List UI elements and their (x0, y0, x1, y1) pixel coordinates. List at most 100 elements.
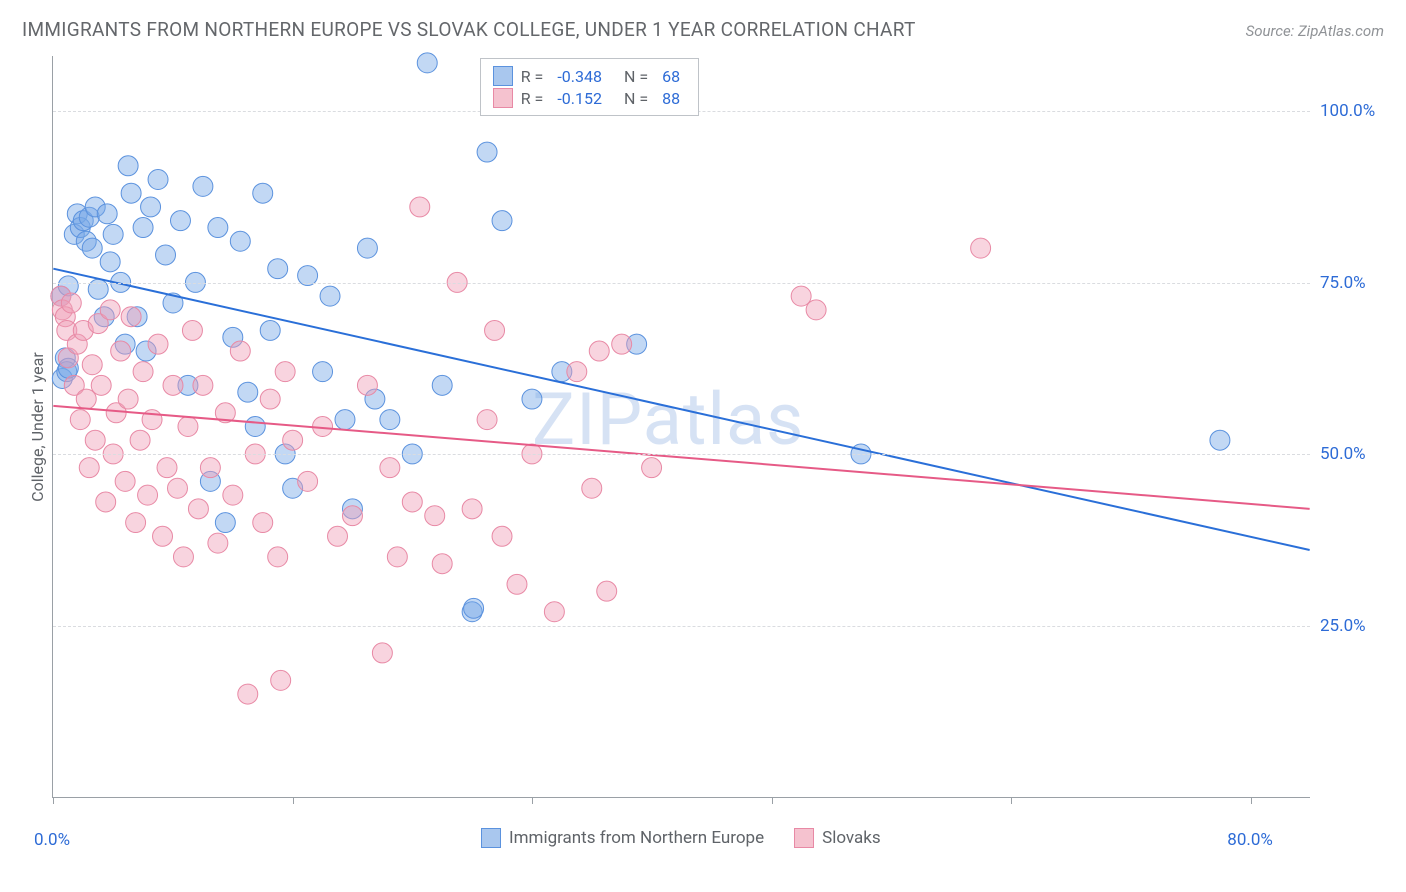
data-point (313, 362, 333, 382)
data-point (477, 142, 497, 162)
legend-label: Slovaks (822, 828, 881, 848)
x-tick-label: 0.0% (34, 830, 70, 850)
data-point (91, 375, 111, 395)
data-point (275, 362, 295, 382)
data-point (522, 389, 542, 409)
data-point (1210, 430, 1230, 450)
data-point (582, 478, 602, 498)
data-point (148, 170, 168, 190)
legend-swatch (493, 88, 513, 108)
data-point (589, 341, 609, 361)
y-tick-label: 50.0% (1320, 444, 1390, 464)
legend-swatch (794, 828, 814, 848)
data-point (153, 526, 173, 546)
data-point (138, 485, 158, 505)
data-point (126, 513, 146, 533)
data-point (417, 53, 437, 73)
data-point (118, 389, 138, 409)
data-point (167, 478, 187, 498)
x-tick (1011, 797, 1012, 804)
x-tick-label: 80.0% (1227, 830, 1273, 850)
chart-title: IMMIGRANTS FROM NORTHERN EUROPE VS SLOVA… (22, 18, 916, 41)
grid-line (53, 626, 1310, 627)
data-point (163, 375, 183, 395)
data-point (170, 211, 190, 231)
legend-label: Immigrants from Northern Europe (509, 828, 764, 848)
data-point (432, 554, 452, 574)
trend-line (53, 269, 1309, 550)
data-point (82, 355, 102, 375)
data-point (477, 410, 497, 430)
source-attribution: Source: ZipAtlas.com (1246, 22, 1384, 40)
legend-n-value: 88 (662, 89, 680, 108)
y-tick-label: 100.0% (1320, 101, 1390, 121)
data-point (118, 156, 138, 176)
data-point (208, 533, 228, 553)
legend-swatch (481, 828, 501, 848)
data-point (342, 506, 362, 526)
data-point (268, 259, 288, 279)
data-point (432, 375, 452, 395)
data-point (387, 547, 407, 567)
data-point (100, 300, 120, 320)
data-point (200, 458, 220, 478)
legend-r-label: R = (521, 89, 544, 108)
data-point (971, 238, 991, 258)
data-point (464, 598, 484, 618)
data-point (130, 430, 150, 450)
data-point (320, 286, 340, 306)
data-point (253, 183, 273, 203)
data-point (115, 471, 135, 491)
legend-n-label: N = (624, 89, 648, 108)
x-tick (53, 797, 54, 804)
data-point (173, 547, 193, 567)
data-point (357, 375, 377, 395)
data-point (223, 485, 243, 505)
data-point (410, 197, 430, 217)
data-point (642, 458, 662, 478)
data-point (298, 471, 318, 491)
data-point (85, 430, 105, 450)
data-point (597, 581, 617, 601)
data-point (372, 643, 392, 663)
data-point (485, 320, 505, 340)
data-point (260, 389, 280, 409)
data-point (133, 218, 153, 238)
data-point (208, 218, 228, 238)
data-point (178, 417, 198, 437)
data-point (193, 375, 213, 395)
correlation-legend: R = -0.348N = 68R = -0.152N = 88 (480, 58, 699, 116)
data-point (121, 307, 141, 327)
data-point (82, 238, 102, 258)
data-point (148, 334, 168, 354)
legend-n-label: N = (624, 67, 648, 86)
data-point (328, 526, 348, 546)
data-point (96, 492, 116, 512)
data-point (402, 492, 422, 512)
y-axis-label: College, Under 1 year (28, 352, 47, 502)
grid-line (53, 454, 1310, 455)
data-point (103, 224, 123, 244)
data-point (335, 410, 355, 430)
data-point (100, 252, 120, 272)
data-point (271, 670, 291, 690)
legend-r-label: R = (521, 67, 544, 86)
chart-svg (53, 56, 1310, 797)
data-point (806, 300, 826, 320)
data-point (141, 197, 161, 217)
data-point (188, 499, 208, 519)
series-legend: Immigrants from Northern Europe Slovaks (481, 828, 881, 848)
y-tick-label: 75.0% (1320, 273, 1390, 293)
data-point (260, 320, 280, 340)
data-point (245, 417, 265, 437)
legend-row: R = -0.152N = 88 (493, 87, 686, 109)
data-point (492, 526, 512, 546)
legend-item: Slovaks (794, 828, 881, 848)
data-point (156, 245, 176, 265)
data-point (425, 506, 445, 526)
data-point (230, 341, 250, 361)
data-point (70, 410, 90, 430)
data-point (268, 547, 288, 567)
legend-swatch (493, 66, 513, 86)
data-point (567, 362, 587, 382)
